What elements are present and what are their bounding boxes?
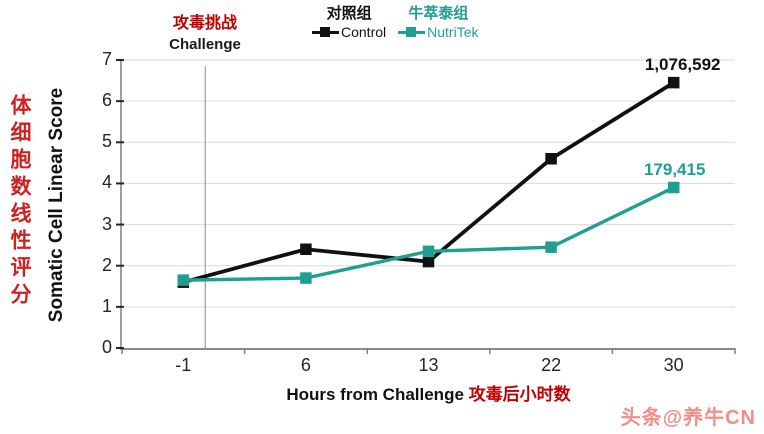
y-tick-label: 7 — [101, 49, 112, 69]
plot-area: 1,076,592 179,415 — [116, 55, 736, 354]
y-tick-label: 4 — [101, 172, 112, 193]
y-tick-label: 0 — [101, 337, 112, 357]
legend-row-nutritek: NutriTek — [398, 24, 479, 40]
challenge-annotation: 攻毒挑战 Challenge — [169, 13, 241, 55]
y-tick-label: 2 — [101, 254, 112, 275]
watermark: 头条@养牛CN — [620, 407, 756, 429]
nutritek-end-label: 179,415 — [643, 159, 706, 179]
challenge-annotation-english: Challenge — [169, 35, 241, 53]
nutritek-marker — [422, 245, 435, 258]
y-axis-title: Somatic Cell Linear Score — [46, 87, 67, 323]
control-marker — [300, 243, 312, 256]
legend-row-control: Control — [312, 24, 386, 40]
x-axis-tick-labels: -1 6 13 22 30 — [122, 355, 735, 377]
legend-label-nutritek: NutriTek — [427, 24, 479, 40]
challenge-annotation-chinese: 攻毒挑战 — [172, 15, 237, 32]
legend-item-nutritek: 牛萃泰组 NutriTek — [398, 2, 479, 40]
y-tick-label: 5 — [101, 131, 112, 152]
x-tick-label: 6 — [300, 355, 311, 375]
y-tick-label: 1 — [101, 295, 112, 316]
x-axis-title-cn: 攻毒后小时数 — [468, 385, 571, 404]
control-marker — [667, 76, 680, 89]
control-marker — [545, 152, 557, 165]
nutritek-series-marker-icon — [398, 27, 426, 38]
nutritek-marker — [300, 272, 312, 284]
x-tick-label: 13 — [418, 355, 439, 375]
legend-label-nutritek-cn: 牛萃泰组 — [408, 5, 469, 22]
control-series-marker-icon — [312, 27, 339, 38]
x-axis-title: Hours from Challenge 攻毒后小时数 — [122, 380, 735, 405]
x-tick-label: 22 — [541, 355, 562, 375]
legend: 对照组 Control 牛萃泰组 NutriTek — [312, 2, 479, 40]
y-tick-label: 3 — [101, 213, 112, 234]
control-marker — [422, 255, 435, 268]
nutritek-marker — [177, 274, 190, 286]
x-axis-title-en: Hours from Challenge — [286, 385, 464, 404]
plot-svg — [116, 59, 736, 354]
legend-label-control: Control — [341, 24, 387, 40]
y-tick-label: 6 — [101, 90, 112, 111]
nutritek-marker — [667, 181, 680, 194]
legend-label-control-cn: 对照组 — [326, 5, 372, 22]
y-axis-tick-labels: 0 1 2 3 4 5 6 7 — [76, 49, 112, 357]
nutritek-marker — [545, 241, 557, 253]
control-end-label: 1,076,592 — [644, 54, 721, 74]
x-tick-label: -1 — [175, 355, 192, 375]
legend-item-control: 对照组 Control — [312, 2, 386, 40]
y-axis-title-chinese: 体细胞数线性评分 — [8, 94, 31, 310]
x-tick-label: 30 — [663, 355, 684, 375]
